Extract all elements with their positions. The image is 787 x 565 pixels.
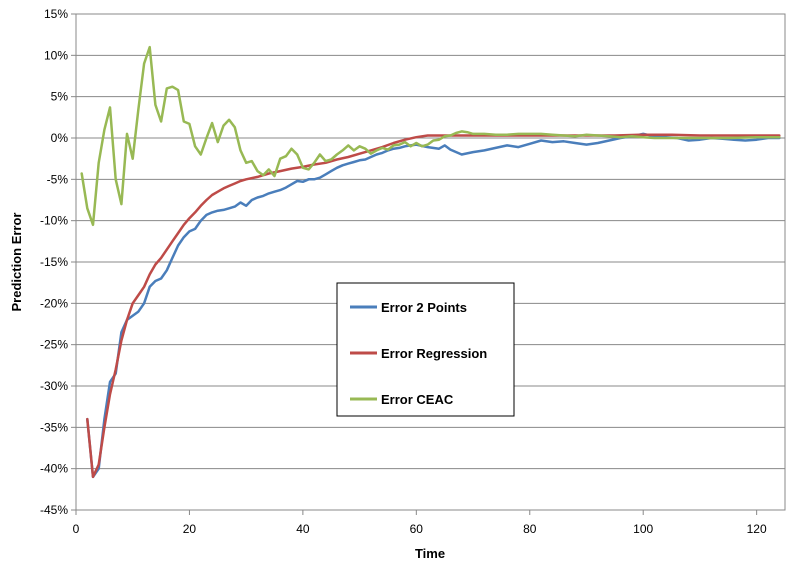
y-tick-label: 10% xyxy=(44,48,68,62)
x-tick-label: 120 xyxy=(747,522,767,536)
series-line-1 xyxy=(86,132,781,479)
x-tick-label: 0 xyxy=(73,522,80,536)
y-tick-label: 0% xyxy=(51,131,69,145)
x-tick-label: 100 xyxy=(633,522,653,536)
y-tick-label: -45% xyxy=(40,503,68,517)
legend-label: Error Regression xyxy=(381,346,487,361)
x-tick-label: 80 xyxy=(523,522,537,536)
legend-label: Error CEAC xyxy=(381,392,454,407)
y-tick-label: 5% xyxy=(51,90,69,104)
gridlines xyxy=(76,13,785,511)
legend-label: Error 2 Points xyxy=(381,300,467,315)
y-tick-label: 15% xyxy=(44,7,68,21)
y-tick-label: -10% xyxy=(40,214,68,228)
axes: 15% 10% 5% 0% -5% -10% -15% -20% -25% -30% -35% -40… xyxy=(40,7,786,536)
x-axis-title: Time xyxy=(415,546,445,561)
series-lines xyxy=(80,45,781,479)
x-tick-label: 60 xyxy=(410,522,424,536)
y-tick-label: -20% xyxy=(40,296,68,310)
y-axis-title: Prediction Error xyxy=(9,213,24,312)
y-tick-label: -15% xyxy=(40,255,68,269)
series-line-3 xyxy=(80,45,781,227)
y-tick-label: -5% xyxy=(47,172,69,186)
legend: Error 2 Points Error Regression Error CEAC xyxy=(336,282,515,417)
y-tick-label: -35% xyxy=(40,420,68,434)
y-tick-label: -40% xyxy=(40,462,68,476)
y-tick-label: -30% xyxy=(40,379,68,393)
y-tick-label: -25% xyxy=(40,338,68,352)
plot-area-border xyxy=(75,13,786,511)
x-tick-label: 40 xyxy=(296,522,310,536)
x-tick-label: 20 xyxy=(183,522,197,536)
legend-box xyxy=(336,282,515,417)
